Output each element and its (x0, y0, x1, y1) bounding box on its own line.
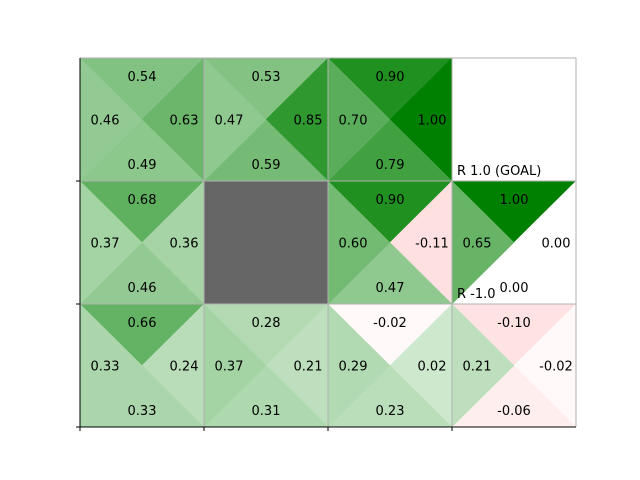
q-value-up: 0.53 (252, 70, 281, 85)
frame-layer (76, 57, 577, 431)
q-value-right: -0.02 (539, 360, 573, 375)
q-value-up: 0.90 (376, 70, 405, 85)
q-value-down: 0.31 (252, 404, 281, 419)
reward-label: R 1.0 (GOAL) (457, 164, 541, 179)
q-value-up: 0.66 (128, 316, 157, 331)
q-value-up: 0.68 (128, 193, 157, 208)
wall-cell (204, 181, 328, 304)
q-value-left: 0.47 (215, 114, 244, 129)
q-value-right: 0.02 (418, 360, 447, 375)
q-value-down: 0.79 (376, 158, 405, 173)
q-value-left: 0.46 (91, 114, 120, 129)
q-value-down: -0.06 (497, 404, 531, 419)
q-value-up: 0.90 (376, 193, 405, 208)
reward-label: R -1.0 (457, 287, 496, 302)
q-value-right: 1.00 (418, 114, 447, 129)
q-value-right: 0.24 (170, 360, 199, 375)
q-value-down: 0.59 (252, 158, 281, 173)
q-value-down: 0.00 (500, 281, 529, 296)
q-value-left: 0.70 (339, 114, 368, 129)
q-value-left: 0.21 (463, 360, 492, 375)
q-value-right: 0.00 (542, 237, 571, 252)
q-value-left: 0.60 (339, 237, 368, 252)
q-value-right: 0.36 (170, 237, 199, 252)
q-value-up: -0.02 (373, 316, 407, 331)
q-value-left: 0.65 (463, 237, 492, 252)
q-value-down: 0.47 (376, 281, 405, 296)
labels-layer: R 1.0 (GOAL) R -1.0 (457, 164, 541, 302)
q-value-down: 0.23 (376, 404, 405, 419)
q-value-up: -0.10 (497, 316, 531, 331)
q-value-up: 1.00 (500, 193, 529, 208)
q-value-right: 0.63 (170, 114, 199, 129)
q-value-right: 0.85 (294, 114, 323, 129)
terminal-blank-cell (452, 58, 576, 181)
q-value-up: 0.28 (252, 316, 281, 331)
q-value-down: 0.49 (128, 158, 157, 173)
q-value-right: 0.21 (294, 360, 323, 375)
q-value-up: 0.54 (128, 70, 157, 85)
q-value-right: -0.11 (415, 237, 449, 252)
q-value-down: 0.33 (128, 404, 157, 419)
q-value-left: 0.37 (91, 237, 120, 252)
q-value-left: 0.37 (215, 360, 244, 375)
q-value-left: 0.33 (91, 360, 120, 375)
cells-layer (79, 57, 577, 428)
values-layer: 0.54 0.63 0.49 0.46 0.53 0.85 0.59 0.47 0.90 1.00… (91, 70, 573, 419)
q-value-left: 0.29 (339, 360, 368, 375)
q-value-down: 0.46 (128, 281, 157, 296)
